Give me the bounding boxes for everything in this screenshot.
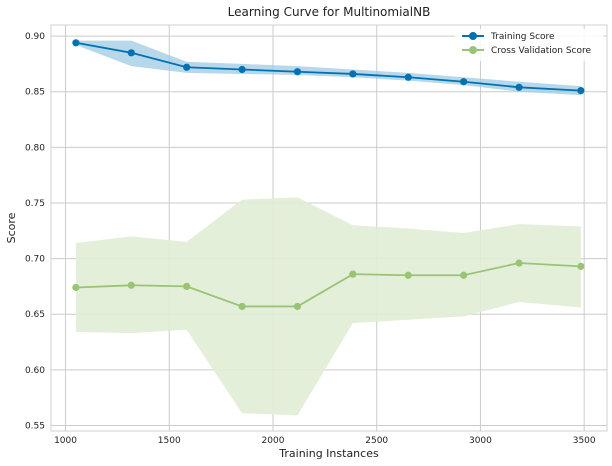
x-tick-label: 1500: [158, 436, 181, 446]
cv-point: [349, 270, 357, 278]
x-axis-ticks: 1000 1500 2000 2500 3000 3500: [54, 436, 596, 446]
training-point: [183, 63, 191, 71]
y-tick-label: 0.85: [25, 88, 45, 98]
cv-line: [75, 262, 581, 308]
training-point: [515, 83, 523, 91]
cv-point: [404, 271, 412, 279]
cv-point: [238, 302, 246, 311]
training-point: [349, 70, 357, 78]
y-axis-ticks: 0.55 0.60 0.65 0.70 0.75 0.80 0.85 0.90: [25, 32, 45, 431]
cv-point: [183, 282, 191, 290]
cv-point: [127, 281, 135, 289]
cv-band: [75, 197, 581, 416]
series-points: [72, 39, 585, 311]
chart-title: Learning Curve for MultinomialNB: [228, 5, 431, 19]
cv-point: [293, 302, 302, 311]
legend-marker-cv: [469, 46, 477, 54]
legend: Training Score Cross Validation Score: [455, 29, 603, 61]
cv-point: [72, 283, 80, 292]
training-point: [293, 68, 302, 76]
legend-box: [455, 29, 603, 61]
series-lines: [75, 41, 581, 308]
x-tick-label: 2000: [262, 436, 285, 446]
y-axis-title: Score: [5, 212, 18, 243]
x-tick-label: 3500: [573, 436, 596, 446]
y-tick-label: 0.90: [25, 32, 45, 42]
training-point: [127, 49, 135, 57]
legend-marker-training: [469, 32, 477, 40]
training-point: [460, 78, 468, 86]
x-axis-title: Training Instances: [278, 447, 379, 460]
cv-point: [460, 271, 468, 279]
training-point: [238, 65, 246, 74]
y-tick-label: 0.65: [25, 310, 45, 320]
legend-label-cv: Cross Validation Score: [491, 46, 592, 56]
cv-point: [577, 262, 585, 270]
y-tick-label: 0.80: [25, 143, 45, 153]
y-tick-label: 0.60: [25, 366, 45, 376]
cv-point: [515, 259, 523, 267]
training-point: [72, 39, 80, 47]
y-tick-label: 0.70: [25, 255, 45, 265]
y-tick-label: 0.75: [25, 199, 45, 209]
x-tick-label: 1000: [54, 436, 77, 446]
legend-label-training: Training Score: [490, 32, 555, 42]
x-tick-label: 2500: [365, 436, 388, 446]
training-point: [577, 87, 585, 95]
training-line: [75, 41, 581, 92]
training-point: [404, 73, 412, 81]
y-tick-label: 0.55: [25, 421, 45, 431]
x-tick-label: 3000: [469, 436, 492, 446]
